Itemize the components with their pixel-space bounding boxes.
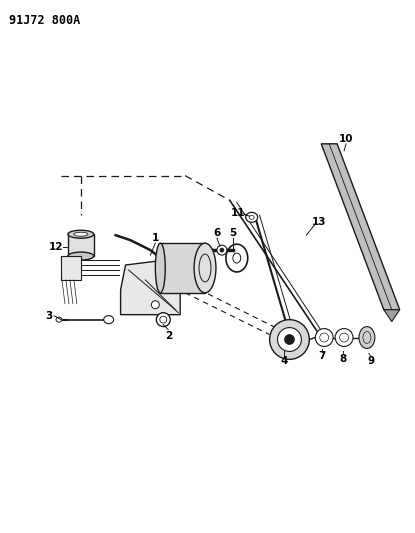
- Ellipse shape: [220, 248, 224, 252]
- Text: 1: 1: [152, 233, 159, 243]
- Text: 13: 13: [312, 217, 327, 227]
- Ellipse shape: [335, 328, 353, 346]
- Text: 2: 2: [165, 330, 172, 341]
- Ellipse shape: [56, 317, 62, 322]
- Text: 4: 4: [281, 357, 288, 366]
- FancyBboxPatch shape: [160, 243, 205, 293]
- Ellipse shape: [68, 230, 94, 238]
- Text: 5: 5: [229, 228, 237, 238]
- Ellipse shape: [155, 243, 165, 293]
- Text: 91J72 800A: 91J72 800A: [9, 14, 81, 27]
- Ellipse shape: [217, 245, 227, 255]
- FancyBboxPatch shape: [61, 256, 81, 280]
- Polygon shape: [384, 310, 400, 321]
- Text: 6: 6: [213, 228, 220, 238]
- Ellipse shape: [278, 328, 301, 351]
- Ellipse shape: [359, 327, 375, 349]
- Ellipse shape: [194, 243, 216, 293]
- Ellipse shape: [74, 232, 88, 236]
- Text: 9: 9: [367, 357, 374, 366]
- Ellipse shape: [246, 212, 258, 222]
- Polygon shape: [121, 260, 180, 314]
- Text: 7: 7: [319, 351, 326, 361]
- Ellipse shape: [68, 252, 94, 260]
- Text: 10: 10: [339, 134, 353, 144]
- Text: 12: 12: [49, 242, 63, 252]
- Ellipse shape: [151, 301, 159, 309]
- Ellipse shape: [270, 320, 309, 359]
- Ellipse shape: [315, 328, 333, 346]
- Text: 3: 3: [46, 311, 53, 321]
- Text: 8: 8: [339, 354, 347, 365]
- FancyBboxPatch shape: [68, 234, 94, 256]
- Ellipse shape: [104, 316, 114, 324]
- Ellipse shape: [156, 313, 170, 327]
- Text: 11: 11: [231, 208, 245, 219]
- Ellipse shape: [284, 335, 294, 344]
- Polygon shape: [321, 144, 400, 310]
